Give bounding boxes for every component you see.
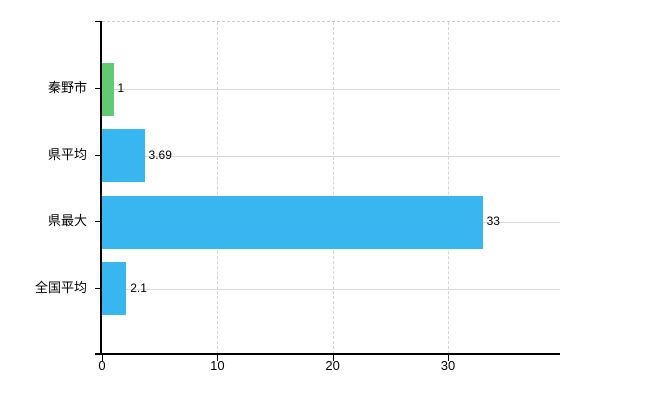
category-label: 県平均 [47,146,87,162]
category-label: 秦野市 [47,80,87,95]
gridline-horizontal [102,89,560,90]
value-label: 2.1 [130,280,147,295]
gridline-horizontal [102,288,560,290]
x-tick-label: 0 [98,358,106,373]
bar[interactable] [102,262,127,315]
x-tick-label: 20 [325,358,340,373]
x-tick-label: 30 [440,358,456,373]
x-axis-tick [447,355,449,361]
x-axis-tick [332,355,334,361]
y-axis-line [100,21,102,354]
value-label: 3.69 [148,147,172,162]
gridline-horizontal [102,155,560,157]
plot-area [102,21,560,354]
y-axis-tick [95,88,101,89]
bar[interactable] [102,195,483,249]
y-axis-tick [95,21,101,22]
x-axis-tick [217,355,219,361]
gridline-vertical [332,22,334,354]
x-tick-label: 10 [210,358,225,373]
gridline-vertical [217,22,219,354]
y-axis-tick [95,221,101,222]
category-label: 県最大 [47,213,87,228]
category-label: 全国平均 [34,279,87,295]
y-axis-tick [95,287,101,289]
x-axis-line [95,353,560,355]
x-axis-tick [102,355,103,361]
value-label: 33 [486,214,500,228]
bar[interactable] [102,129,145,182]
bar[interactable] [102,62,114,116]
value-label: 1 [117,81,125,95]
gridline-vertical [447,22,449,354]
y-axis-tick [95,154,101,156]
